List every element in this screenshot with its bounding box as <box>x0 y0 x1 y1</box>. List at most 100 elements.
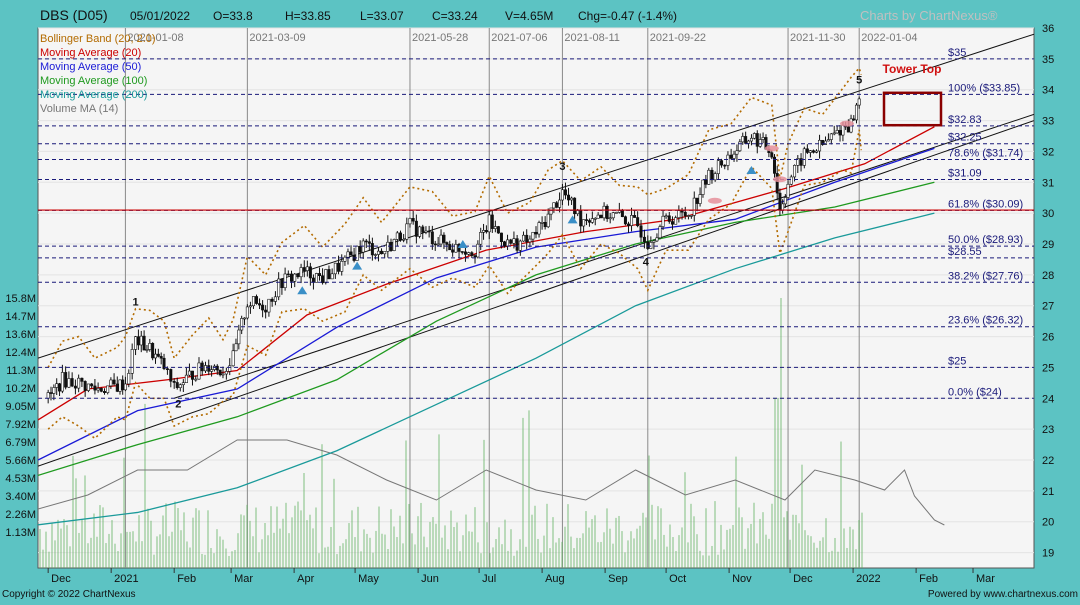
candle-body <box>531 231 535 240</box>
candle-body <box>215 365 219 371</box>
price-tick-label: 24 <box>1042 393 1054 405</box>
candle-body <box>723 164 727 167</box>
x-tick-label: Mar <box>976 573 995 585</box>
price-tick-label: 36 <box>1042 23 1054 35</box>
candle-body <box>563 189 567 196</box>
date-marker-label: 2021-05-28 <box>412 32 468 44</box>
candle-body <box>560 189 564 201</box>
candle-body <box>755 133 759 147</box>
candle-body <box>701 179 705 195</box>
candle-body <box>493 226 497 229</box>
candle-body <box>58 383 62 392</box>
candle-body <box>821 139 825 145</box>
candle-body <box>267 298 271 313</box>
candle-body <box>770 152 774 158</box>
candle-body <box>611 212 615 219</box>
x-tick-label: Jul <box>482 573 496 585</box>
candle-body <box>436 243 440 246</box>
candle-body <box>567 194 571 201</box>
candle-body <box>311 277 315 283</box>
date-marker-label: 2021-07-06 <box>491 32 547 44</box>
candle-body <box>716 160 720 174</box>
powered-by-text: Powered by www.chartnexus.com <box>928 589 1078 600</box>
candle-body <box>321 275 325 284</box>
candle-body <box>231 350 235 367</box>
candle-body <box>789 176 793 185</box>
candle-body <box>299 267 303 278</box>
candle-body <box>552 202 556 209</box>
legend-entry: Volume MA (14) <box>40 103 118 115</box>
candle-body <box>153 353 157 359</box>
candle-body <box>165 368 169 370</box>
candle-body <box>726 154 730 166</box>
close-readout: C=33.24 <box>432 9 478 23</box>
buy-arrow-icon <box>297 286 308 295</box>
price-tick-label: 27 <box>1042 301 1054 313</box>
candle-body <box>522 234 526 242</box>
bollinger-upper-band <box>47 66 862 368</box>
low-readout: L=33.07 <box>360 9 404 23</box>
volume-tick-label: 3.40M <box>5 491 36 503</box>
signal-marker-icon <box>839 120 854 127</box>
candle-body <box>264 309 268 313</box>
candle-body <box>692 197 696 216</box>
candle-body <box>805 148 809 153</box>
candle-body <box>470 252 474 256</box>
trend-channel-line <box>38 120 1034 467</box>
candle-body <box>251 296 255 307</box>
candle-body <box>587 220 591 223</box>
candle-body <box>355 245 359 261</box>
candle-body <box>642 236 646 243</box>
candle-body <box>482 230 486 233</box>
candle-body <box>799 158 803 166</box>
candle-body <box>364 240 368 243</box>
candle-body <box>102 391 106 393</box>
candle-body <box>418 226 422 237</box>
candle-body <box>427 230 431 233</box>
annotations: 1 2 3 4 5 Tower Top <box>133 62 943 411</box>
candle-body <box>127 372 131 385</box>
candle-body <box>139 335 143 346</box>
candle-body <box>439 234 443 245</box>
candle-body <box>658 226 662 239</box>
candle-body <box>383 251 387 255</box>
candle-body <box>582 219 586 227</box>
candle-body <box>273 296 277 302</box>
candle-body <box>502 241 506 247</box>
x-tick-label: Dec <box>793 573 813 585</box>
candle-body <box>414 220 418 237</box>
x-tick-label: Oct <box>669 573 686 585</box>
candle-body <box>67 378 71 388</box>
candle-body <box>234 343 238 352</box>
moving-average-line <box>38 126 935 421</box>
wave-count-label: 1 <box>133 297 139 309</box>
candle-body <box>555 202 559 208</box>
price-tick-label: 19 <box>1042 548 1054 560</box>
candle-body <box>620 210 624 218</box>
price-tick-label: 25 <box>1042 362 1054 374</box>
buy-arrow-icon <box>567 215 578 224</box>
trend-channel-line <box>38 33 1034 359</box>
x-tick-label: Aug <box>545 573 565 585</box>
fib-level-label: 78.6% ($31.74) <box>948 147 1023 159</box>
candle-body <box>408 218 412 225</box>
candle-body <box>337 262 341 272</box>
candle-body <box>123 383 127 391</box>
fib-level-label: 23.6% ($26.32) <box>948 315 1023 327</box>
candle-body <box>460 251 464 253</box>
candle-body <box>109 379 113 387</box>
candle-body <box>156 353 160 357</box>
price-tick-label: 29 <box>1042 239 1054 251</box>
candle-body <box>106 385 110 393</box>
candle-body <box>210 369 214 372</box>
candle-body <box>46 392 50 399</box>
candle-body <box>614 212 618 214</box>
price-tick-label: 31 <box>1042 177 1054 189</box>
x-tick-label: Feb <box>177 573 196 585</box>
candle-body <box>537 222 541 235</box>
price-tick-label: 20 <box>1042 517 1054 529</box>
date-marker-label: 2021-01-08 <box>127 32 183 44</box>
indicator-lines <box>38 33 1034 526</box>
candle-body <box>729 154 733 159</box>
volume-tick-label: 6.79M <box>5 437 36 449</box>
